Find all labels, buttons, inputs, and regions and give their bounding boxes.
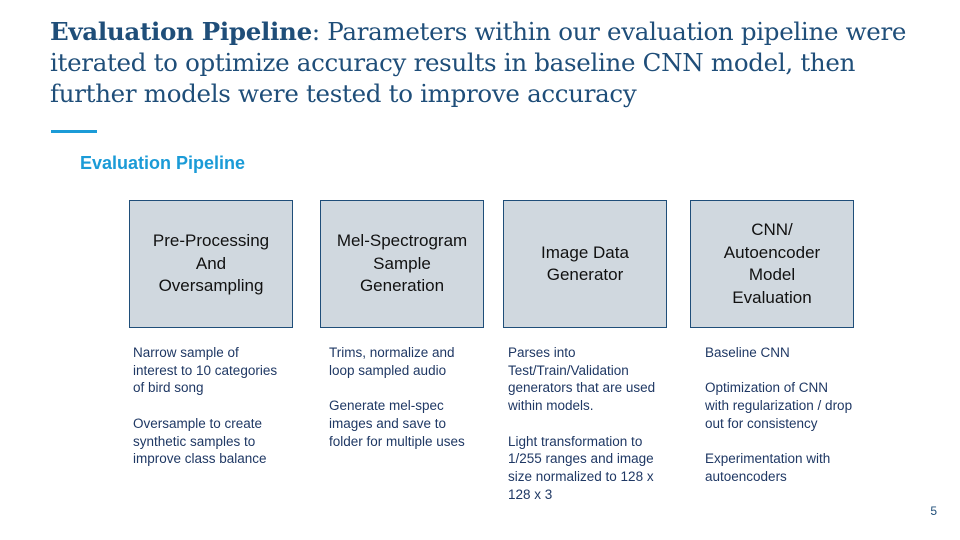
pipeline-step-label: Image Data Generator [541, 242, 629, 285]
page-number: 5 [930, 504, 937, 518]
accent-bar [51, 130, 97, 133]
pipeline-step-description-model-evaluation: Baseline CNN Optimization of CNN with re… [705, 345, 853, 484]
section-heading: Evaluation Pipeline [80, 153, 246, 173]
slide-title-rest: : Parameters within our evaluation pipel… [50, 17, 907, 108]
pipeline-step-preprocessing: Pre-Processing And Oversampling [129, 200, 293, 328]
pipeline-step-description-melspectrogram: Trims, normalize and loop sampled audio … [329, 345, 465, 449]
pipeline-step-image-data-generator: Image Data Generator [503, 200, 667, 328]
pipeline-step-label: CNN/ Autoencoder Model Evaluation [723, 220, 821, 307]
slide-title-bold: Evaluation Pipeline [50, 17, 312, 46]
pipeline-step-model-evaluation: CNN/ Autoencoder Model Evaluation [690, 200, 854, 328]
pipeline-step-label: Mel-Spectrogram Sample Generation [336, 231, 468, 296]
pipeline-step-label: Pre-Processing And Oversampling [152, 231, 270, 296]
pipeline-step-description-preprocessing: Narrow sample of interest to 10 categori… [133, 345, 278, 467]
slide-title: Evaluation Pipeline: Parameters within o… [50, 16, 920, 109]
pipeline-step-melspectrogram: Mel-Spectrogram Sample Generation [320, 200, 484, 328]
pipeline-step-description-image-data-generator: Parses into Test/Train/Validation genera… [508, 345, 656, 502]
